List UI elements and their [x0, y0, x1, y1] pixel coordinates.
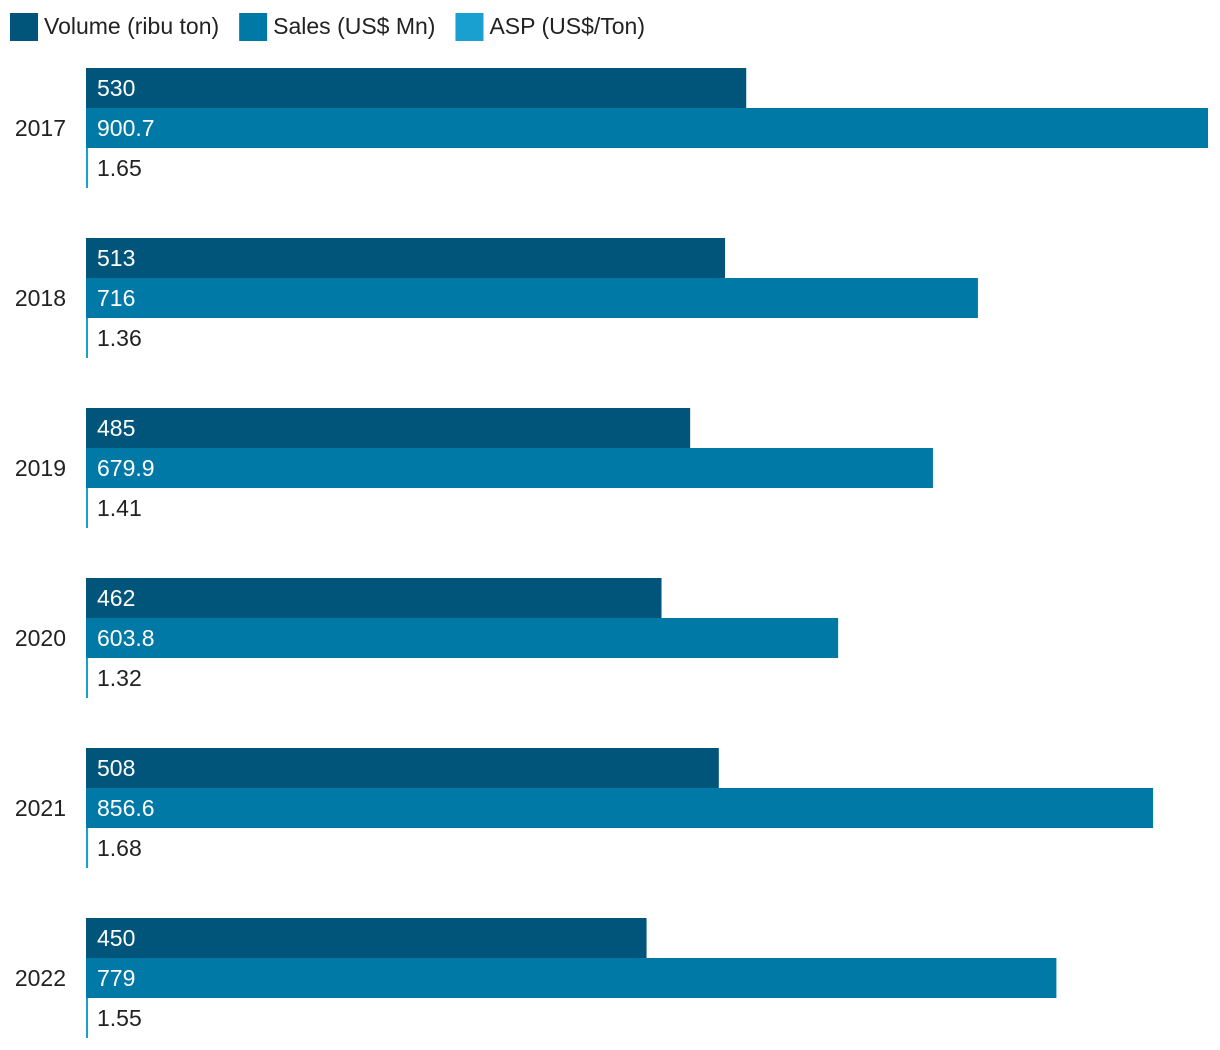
legend-swatch-sales-us-mn: [239, 13, 268, 41]
bar-asp-us-ton: [86, 998, 88, 1038]
bar-asp-us-ton: [86, 318, 88, 358]
data-label-asp-us-ton: 1.32: [97, 665, 142, 691]
category-label: 2018: [15, 285, 66, 311]
bar-group-2017: 2017 530 900.7 1.65: [15, 68, 1208, 188]
data-label-asp-us-ton: 1.41: [97, 495, 142, 521]
bar-sales-us-mn: [86, 448, 933, 488]
data-label-sales-us-mn: 679.9: [97, 455, 155, 481]
legend-swatch-volume-ribu-ton: [10, 13, 38, 41]
bar-volume-ribu-ton: [86, 578, 662, 618]
data-label-asp-us-ton: 1.55: [97, 1005, 142, 1031]
bar-sales-us-mn: [86, 278, 978, 318]
plot-area: 2017 530 900.7 1.65 2018 513 716 1.36 2019 485 679…: [15, 68, 1208, 1038]
category-label: 2019: [15, 455, 66, 481]
data-label-asp-us-ton: 1.65: [97, 155, 142, 181]
category-label: 2020: [15, 625, 66, 651]
bar-volume-ribu-ton: [86, 68, 747, 108]
bar-asp-us-ton: [86, 488, 88, 528]
data-label-sales-us-mn: 603.8: [97, 625, 155, 651]
category-label: 2021: [15, 795, 66, 821]
bar-group-2022: 2022 450 779 1.55: [15, 918, 1057, 1038]
data-label-sales-us-mn: 779: [97, 965, 135, 991]
data-label-volume-ribu-ton: 485: [97, 415, 135, 441]
legend-label-asp-us-ton: ASP (US$/Ton): [489, 13, 645, 39]
bar-volume-ribu-ton: [86, 408, 691, 448]
bar-volume-ribu-ton: [86, 238, 726, 278]
bar-sales-us-mn: [86, 788, 1154, 828]
legend-label-sales-us-mn: Sales (US$ Mn): [273, 13, 435, 39]
bar-group-2020: 2020 462 603.8 1.32: [15, 578, 839, 698]
bar-group-2021: 2021 508 856.6 1.68: [15, 748, 1154, 868]
data-label-volume-ribu-ton: 450: [97, 925, 135, 951]
data-label-volume-ribu-ton: 513: [97, 245, 135, 271]
legend-label-volume-ribu-ton: Volume (ribu ton): [44, 13, 219, 39]
data-label-asp-us-ton: 1.36: [97, 325, 142, 351]
legend-swatch-asp-us-ton: [455, 13, 484, 41]
data-label-volume-ribu-ton: 462: [97, 585, 135, 611]
bar-group-2019: 2019 485 679.9 1.41: [15, 408, 933, 528]
bar-sales-us-mn: [86, 108, 1208, 148]
data-label-asp-us-ton: 1.68: [97, 835, 142, 861]
category-label: 2017: [15, 115, 66, 141]
category-label: 2022: [15, 965, 66, 991]
bar-sales-us-mn: [86, 958, 1057, 998]
bar-sales-us-mn: [86, 618, 839, 658]
chart-legend: Volume (ribu ton) Sales (US$ Mn) ASP (US$/…: [10, 13, 645, 41]
data-label-volume-ribu-ton: 530: [97, 75, 135, 101]
bar-volume-ribu-ton: [86, 918, 647, 958]
data-label-sales-us-mn: 900.7: [97, 115, 155, 141]
bar-group-2018: 2018 513 716 1.36: [15, 238, 978, 358]
data-label-sales-us-mn: 716: [97, 285, 135, 311]
bar-asp-us-ton: [86, 828, 89, 868]
data-label-volume-ribu-ton: 508: [97, 755, 135, 781]
data-label-sales-us-mn: 856.6: [97, 795, 155, 821]
bar-asp-us-ton: [86, 658, 88, 698]
bar-asp-us-ton: [86, 148, 89, 188]
bar-volume-ribu-ton: [86, 748, 719, 788]
